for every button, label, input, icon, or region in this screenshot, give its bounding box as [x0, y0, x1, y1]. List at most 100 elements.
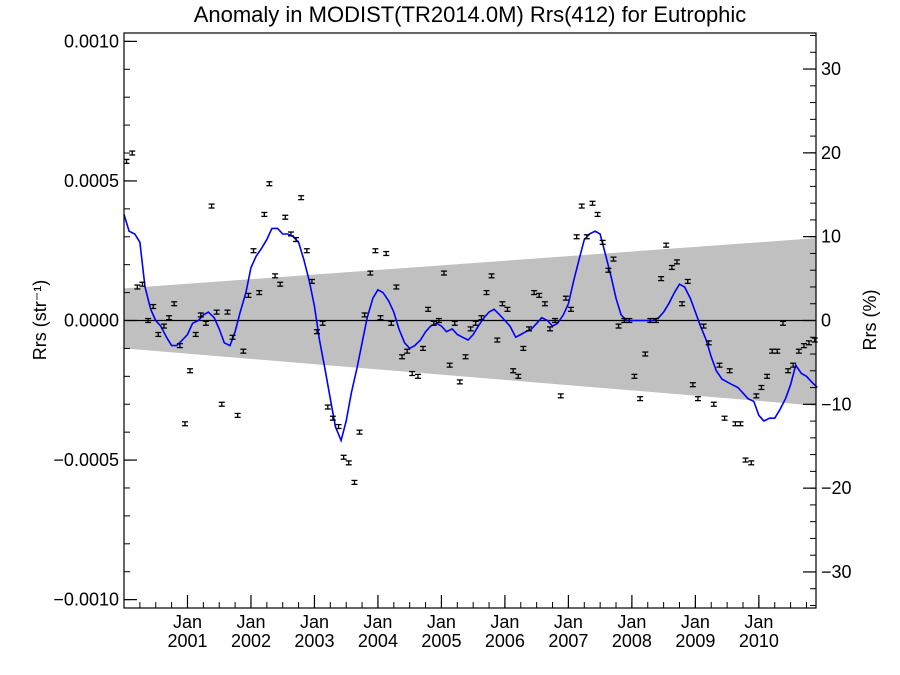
- data-point: [504, 306, 511, 312]
- data-point: [160, 323, 167, 329]
- data-point: [192, 331, 199, 338]
- data-point: [673, 259, 680, 265]
- data-point: [700, 323, 707, 329]
- data-point: [245, 292, 252, 298]
- data-point: [478, 315, 485, 321]
- data-point: [202, 320, 209, 326]
- data-point: [785, 368, 792, 374]
- data-point: [637, 396, 644, 402]
- data-point: [404, 348, 411, 354]
- data-point: [552, 317, 559, 324]
- data-point: [515, 373, 522, 379]
- data-point: [171, 301, 178, 307]
- x-tick-month: Jan: [617, 612, 646, 632]
- data-point: [425, 306, 432, 312]
- data-point: [764, 373, 771, 379]
- data-point: [229, 334, 236, 340]
- data-point: [790, 362, 797, 368]
- data-point: [710, 401, 717, 407]
- data-point: [753, 393, 760, 399]
- data-point: [567, 306, 574, 312]
- right-tick-label: 10: [821, 227, 841, 247]
- right-tick-label: −20: [821, 478, 852, 498]
- data-point: [287, 231, 294, 237]
- data-point: [377, 315, 384, 321]
- data-point: [610, 256, 617, 262]
- right-tick-label: 0: [821, 311, 831, 331]
- data-point: [129, 150, 136, 156]
- data-point: [298, 195, 305, 201]
- data-point: [181, 421, 188, 427]
- data-point: [499, 301, 506, 307]
- data-point: [462, 354, 469, 360]
- data-point: [187, 368, 194, 374]
- data-point: [483, 289, 490, 296]
- data-point: [557, 393, 564, 399]
- data-point: [240, 348, 247, 354]
- data-point: [224, 309, 231, 315]
- data-point: [261, 211, 268, 218]
- data-point: [689, 382, 696, 388]
- data-point: [494, 337, 501, 343]
- right-tick-label: −10: [821, 394, 852, 414]
- data-point: [293, 236, 300, 243]
- data-point: [451, 320, 458, 326]
- data-point: [282, 214, 289, 220]
- x-tick-month: Jan: [744, 612, 773, 632]
- data-point: [631, 373, 638, 379]
- data-point: [811, 337, 818, 343]
- data-point: [573, 234, 580, 240]
- data-point: [737, 421, 744, 427]
- data-point: [748, 460, 755, 466]
- data-point: [510, 368, 517, 374]
- x-tick-month: Jan: [300, 612, 329, 632]
- data-point: [313, 329, 320, 335]
- data-point: [272, 273, 279, 279]
- x-tick-month: Jan: [681, 612, 710, 632]
- data-point: [774, 348, 781, 354]
- data-point: [329, 415, 336, 421]
- data-point: [658, 276, 665, 282]
- x-tick-year: 2006: [485, 631, 525, 651]
- uncertainty-band-layer: [124, 238, 816, 406]
- data-point: [446, 362, 453, 368]
- data-point: [234, 412, 241, 419]
- data-point: [213, 309, 220, 315]
- left-y-axis: 0.0010 0.0005 0.0000 −0.0005 −0.0010: [53, 31, 137, 610]
- data-point: [642, 351, 649, 357]
- x-tick-year: 2001: [167, 631, 207, 651]
- data-point: [345, 460, 352, 466]
- x-tick-year: 2010: [739, 631, 779, 651]
- data-point: [546, 326, 553, 332]
- data-point: [324, 404, 331, 410]
- x-tick-year: 2002: [231, 631, 271, 651]
- data-point: [626, 317, 633, 324]
- data-point: [393, 284, 400, 290]
- data-point: [319, 320, 326, 326]
- x-tick-month: Jan: [173, 612, 202, 632]
- data-point: [388, 320, 395, 326]
- data-point: [653, 317, 660, 324]
- data-point: [409, 370, 416, 377]
- data-point: [721, 415, 728, 421]
- data-point: [351, 479, 358, 485]
- right-tick-label: 20: [821, 143, 841, 163]
- data-point: [383, 250, 390, 257]
- data-point: [605, 267, 612, 273]
- left-tick-label: 0.0010: [64, 31, 119, 51]
- data-point: [647, 317, 654, 324]
- data-point: [308, 278, 315, 285]
- left-tick-label: −0.0010: [53, 590, 119, 610]
- data-point: [456, 379, 463, 385]
- data-point: [472, 320, 479, 326]
- left-axis-title: Rrs (str⁻¹): [30, 280, 50, 360]
- data-point: [250, 248, 257, 254]
- data-point: [145, 317, 152, 324]
- data-point: [621, 317, 628, 324]
- data-point: [732, 421, 739, 427]
- data-point: [303, 248, 310, 254]
- data-point: [356, 429, 363, 435]
- data-point: [430, 320, 437, 326]
- data-point: [679, 301, 686, 307]
